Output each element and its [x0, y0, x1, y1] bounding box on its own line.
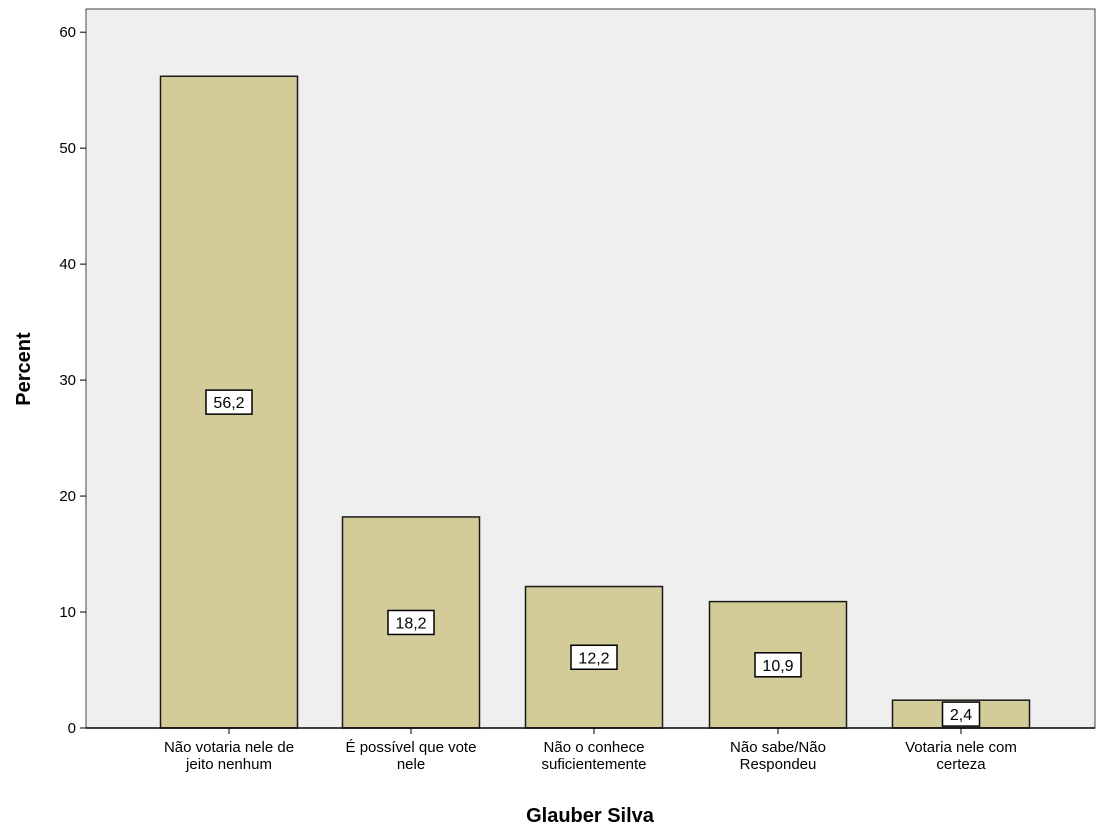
x-tick-label-2: Não o conhece suficientemente — [541, 739, 646, 773]
data-label-box-0 — [205, 389, 253, 415]
data-label-box-1 — [387, 609, 435, 636]
data-label-4: 2,4 — [950, 707, 972, 724]
axis-layer: 0 10 20 30 40 50 60 Não votaria nele de jeito ne… — [59, 24, 1095, 773]
y-tick-label-3: 30 — [59, 372, 76, 389]
x-tick-label-3: Não sabe/Não Respondeu — [730, 739, 826, 773]
x-tick-label-0: Não votaria nele de jeito nenhum — [164, 739, 294, 773]
data-label-box-2 — [570, 644, 618, 671]
y-tick-label-2: 20 — [59, 488, 76, 505]
y-tick-label-5: 50 — [59, 140, 76, 157]
data-label-2: 12,2 — [578, 650, 609, 667]
data-label-box-3 — [754, 652, 802, 678]
data-labels-layer: 56,2 18,2 12,2 10,9 2,4 — [205, 389, 981, 727]
y-tick-label-4: 40 — [59, 256, 76, 273]
y-axis-title: Percent — [13, 332, 35, 406]
data-label-3: 10,9 — [762, 658, 793, 675]
data-label-1: 18,2 — [395, 615, 426, 632]
y-tick-label-0: 0 — [68, 720, 76, 737]
y-tick-label-1: 10 — [59, 604, 76, 621]
y-tick-label-6: 60 — [59, 24, 76, 41]
x-tick-label-1: É possível que vote nele — [346, 739, 477, 773]
data-label-0: 56,2 — [213, 395, 244, 412]
x-axis-title: Glauber Silva — [526, 805, 655, 827]
x-tick-label-4: Votaria nele com certeza — [905, 739, 1017, 773]
data-label-box-4 — [941, 701, 981, 727]
